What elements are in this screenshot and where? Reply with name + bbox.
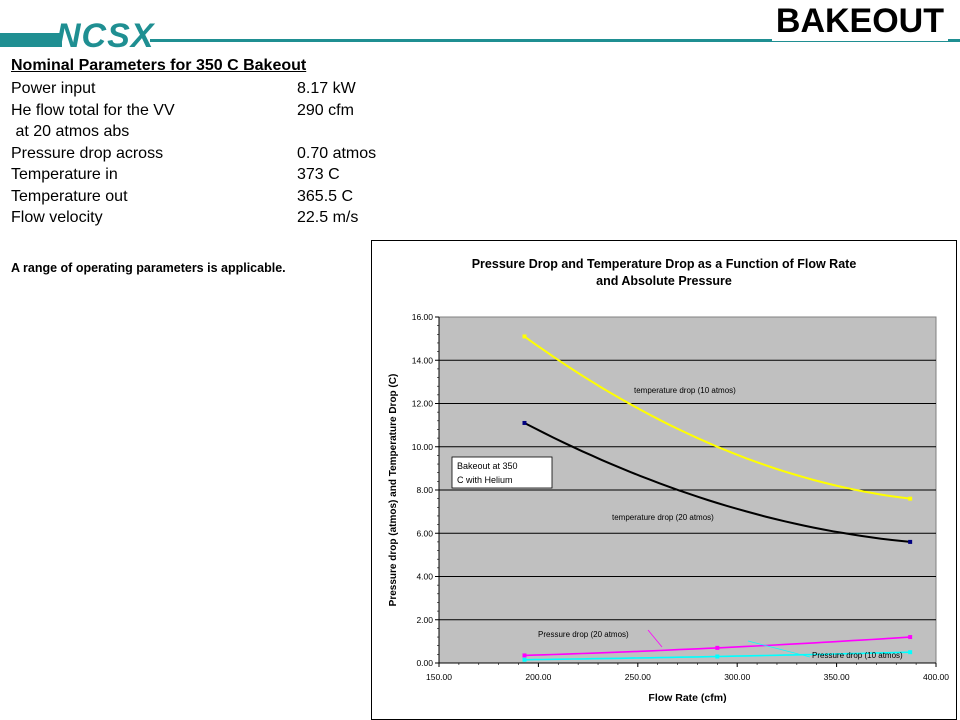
series-point <box>908 539 913 544</box>
annotation-box <box>451 456 553 489</box>
chart-title: Pressure Drop and Temperature Drop as a … <box>472 257 857 271</box>
parameter-value: 8.17 kW <box>297 80 356 97</box>
x-axis-label: Flow Rate (cfm) <box>648 692 726 704</box>
x-tick-label: 200.00 <box>525 672 551 682</box>
series-label: Pressure drop (20 atmos) <box>538 630 629 639</box>
x-tick-label: 400.00 <box>923 672 949 682</box>
y-tick-label: 2.00 <box>416 615 433 625</box>
series-point <box>522 334 527 339</box>
chart-subtitle: and Absolute Pressure <box>596 274 732 288</box>
y-tick-label: 8.00 <box>416 485 433 495</box>
y-tick-label: 4.00 <box>416 572 433 582</box>
parameter-label: Temperature out <box>11 187 128 205</box>
y-tick-label: 10.00 <box>412 442 434 452</box>
parameter-value: 22.5 m/s <box>297 209 359 226</box>
parameter-row: Pressure drop across 0.70 atmos <box>11 143 391 165</box>
series-label: temperature drop (20 atmos) <box>612 513 714 522</box>
x-tick-label: 150.00 <box>426 672 452 682</box>
y-tick-label: 16.00 <box>412 312 434 322</box>
y-axis-label: Pressure drop (atmos) and Temperature Dr… <box>388 374 399 607</box>
series-point <box>715 645 720 650</box>
page-title: BAKEOUT <box>771 2 948 41</box>
label-leader <box>747 640 811 658</box>
x-tick-label: 250.00 <box>625 672 651 682</box>
series-label: Pressure drop (10 atmos) <box>812 651 903 660</box>
parameter-label: Power input <box>11 80 96 97</box>
parameter-row: at 20 atmos abs <box>11 121 391 143</box>
header-rule <box>150 39 960 42</box>
parameter-row: Temperature in 373 C <box>11 164 391 186</box>
parameters-block: Nominal Parameters for 350 C Bakeout Pow… <box>11 57 391 229</box>
series-point <box>908 635 913 640</box>
y-tick-label: 6.00 <box>416 528 433 538</box>
parameter-value: 290 cfm <box>297 101 354 119</box>
ncsx-logo: NCSX <box>56 17 155 55</box>
y-tick-label: 0.00 <box>416 658 433 668</box>
parameter-value: 373 C <box>297 166 340 183</box>
series-label: temperature drop (10 atmos) <box>634 386 736 395</box>
parameters-heading: Nominal Parameters for 350 C Bakeout <box>11 57 307 74</box>
label-leader <box>647 629 663 648</box>
series-point <box>522 657 527 662</box>
series-point <box>715 654 720 659</box>
series-point <box>522 653 527 658</box>
y-tick-label: 14.00 <box>412 355 434 365</box>
parameter-row: Temperature out 365.5 C <box>11 186 391 208</box>
series-point <box>908 650 913 655</box>
y-tick-label: 12.00 <box>412 399 434 409</box>
parameter-label: He flow total for the VV <box>11 101 175 119</box>
x-tick-label: 350.00 <box>824 672 850 682</box>
chart-frame: Pressure Drop and Temperature Drop as a … <box>371 240 957 720</box>
parameter-label: Temperature in <box>11 166 118 183</box>
parameter-row: Power input 8.17 kW <box>11 78 391 100</box>
flow-rate-chart: Pressure Drop and Temperature Drop as a … <box>388 257 949 704</box>
operating-note: A range of operating parameters is appli… <box>11 261 286 275</box>
series-line <box>523 335 911 500</box>
series-point <box>908 496 913 501</box>
header-accent-bar <box>0 33 62 47</box>
x-tick-label: 300.00 <box>724 672 750 682</box>
parameter-value: 0.70 atmos <box>297 144 377 162</box>
annotation-line: Bakeout at 350 <box>457 461 518 471</box>
parameter-row: He flow total for the VV 290 cfm <box>11 100 391 122</box>
series-line <box>524 422 911 543</box>
series-point <box>522 420 527 425</box>
parameter-label: Flow velocity <box>11 209 103 226</box>
parameter-label: Pressure drop across <box>11 144 164 162</box>
parameter-value: 365.5 C <box>297 187 354 205</box>
parameter-row: Flow velocity 22.5 m/s <box>11 207 391 229</box>
annotation-line: C with Helium <box>457 475 513 485</box>
parameters-list: Power input 8.17 kW He flow total for the … <box>11 78 391 229</box>
parameter-label: at 20 atmos abs <box>11 123 130 140</box>
